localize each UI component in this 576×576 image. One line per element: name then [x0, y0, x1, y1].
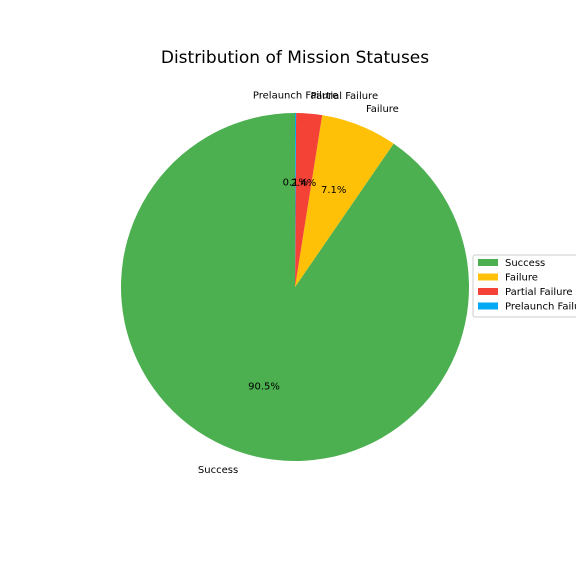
slice-success — [121, 113, 470, 461]
legend-label-partial-failure: Partial Failure — [505, 287, 573, 298]
slice-label-success: Success — [198, 465, 238, 476]
slice-percent-partial-failure: 2.4% — [291, 178, 316, 189]
legend-swatch-failure — [478, 273, 498, 281]
legend-frame — [472, 254, 576, 318]
slice-prelaunch-failure — [295, 113, 297, 287]
slice-percent-success: 90.5% — [248, 382, 280, 393]
slice-failure — [295, 115, 394, 287]
slice-label-partial-failure: Partial Failure — [311, 91, 379, 102]
legend-swatch-prelaunch-failure — [478, 302, 498, 310]
slice-label-failure: Failure — [366, 104, 399, 115]
slice-label-prelaunch-failure: Prelaunch Failure — [253, 91, 338, 102]
pie-slices — [121, 113, 470, 461]
slice-partial-failure — [295, 113, 323, 288]
legend: Success Failure Partial Failure Prelaunch F… — [472, 254, 576, 318]
chart-title: Distribution of Mission Statuses — [161, 48, 429, 68]
slice-percent-failure: 7.1% — [321, 185, 346, 196]
legend-label-prelaunch-failure: Prelaunch Failure — [505, 302, 576, 313]
legend-swatch-partial-failure — [478, 288, 498, 295]
legend-label-success: Success — [505, 258, 545, 269]
legend-label-failure: Failure — [505, 273, 538, 284]
legend-swatch-success — [478, 259, 498, 266]
slice-percent-prelaunch-failure: 0.1% — [283, 178, 308, 189]
slice-percent-labels: 90.5% 7.1% 2.4%0.1% — [248, 178, 346, 393]
